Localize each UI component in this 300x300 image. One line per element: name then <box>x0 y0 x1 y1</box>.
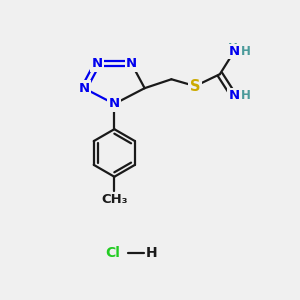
Text: N: N <box>79 82 90 95</box>
Text: N: N <box>92 57 103 70</box>
Text: N: N <box>109 98 120 110</box>
Text: CH₃: CH₃ <box>101 193 128 206</box>
Text: H: H <box>242 45 251 58</box>
Text: S: S <box>190 79 200 94</box>
Text: N: N <box>126 57 137 70</box>
Text: N: N <box>228 45 239 58</box>
Text: N: N <box>228 89 239 102</box>
Text: H: H <box>146 245 157 260</box>
Text: H: H <box>242 89 251 102</box>
Text: Cl: Cl <box>105 245 120 260</box>
Text: H: H <box>227 42 237 56</box>
